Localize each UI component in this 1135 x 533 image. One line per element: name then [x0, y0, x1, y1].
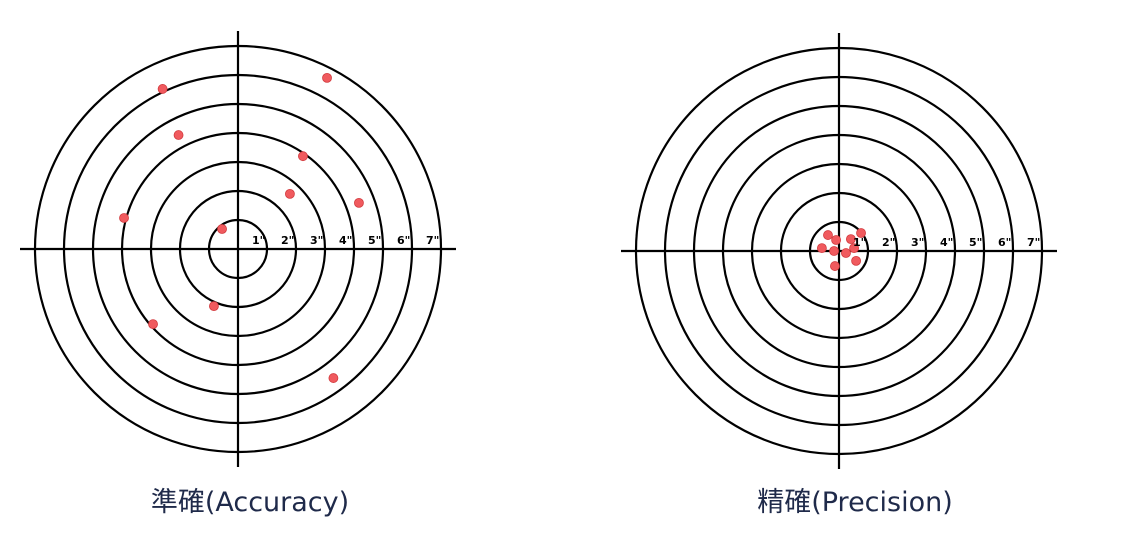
precision-hit-1 [823, 230, 833, 240]
precision-hit-3 [845, 234, 856, 245]
precision-hit-6 [829, 246, 839, 256]
accuracy-ring-label-4: 4" [339, 234, 352, 247]
accuracy-ring-label-2: 2" [281, 234, 294, 247]
accuracy-ring-label-3: 3" [310, 234, 323, 247]
accuracy-hit-10 [148, 319, 158, 330]
accuracy-ring-label-6: 6" [397, 234, 410, 247]
precision-hit-4 [856, 228, 866, 238]
precision-ring-label-7: 7" [1027, 236, 1040, 249]
accuracy-hit-5 [285, 188, 295, 199]
accuracy-hit-8 [217, 224, 227, 234]
precision-target: 1" 2" 3" 4" 5" 6" 7" [621, 33, 1057, 469]
accuracy-hit-6 [354, 197, 364, 208]
precision-hit-9 [830, 261, 840, 271]
precision-ring-label-2: 2" [882, 236, 895, 249]
precision-ring-label-4: 4" [940, 236, 953, 249]
accuracy-caption: 準確(Accuracy) [150, 487, 350, 518]
accuracy-hit-2 [322, 73, 332, 83]
accuracy-hit-3 [173, 130, 184, 140]
precision-hit-5 [816, 243, 827, 254]
precision-ring-label-1: 1" [853, 236, 866, 249]
precision-caption: 精確(Precision) [757, 487, 953, 518]
precision-ring-label-6: 6" [998, 236, 1011, 249]
accuracy-hit-9 [209, 301, 219, 312]
accuracy-hit-7 [119, 213, 129, 223]
precision-ring-label-3: 3" [911, 236, 924, 249]
accuracy-ring-label-1: 1" [252, 234, 265, 247]
accuracy-ring-label-5: 5" [368, 234, 381, 247]
precision-hit-10 [851, 255, 862, 266]
precision-ring-label-5: 5" [969, 236, 982, 249]
precision-hit-2 [831, 235, 841, 245]
accuracy-hit-4 [298, 151, 308, 162]
accuracy-target: 1" 2" 3" 4" 5" 6" 7" [20, 31, 456, 467]
accuracy-ring-label-7: 7" [426, 234, 439, 247]
accuracy-hit-11 [328, 373, 339, 383]
precision-hit-8 [849, 243, 859, 254]
precision-hit-7 [841, 248, 851, 258]
accuracy-hit-1 [157, 84, 168, 94]
